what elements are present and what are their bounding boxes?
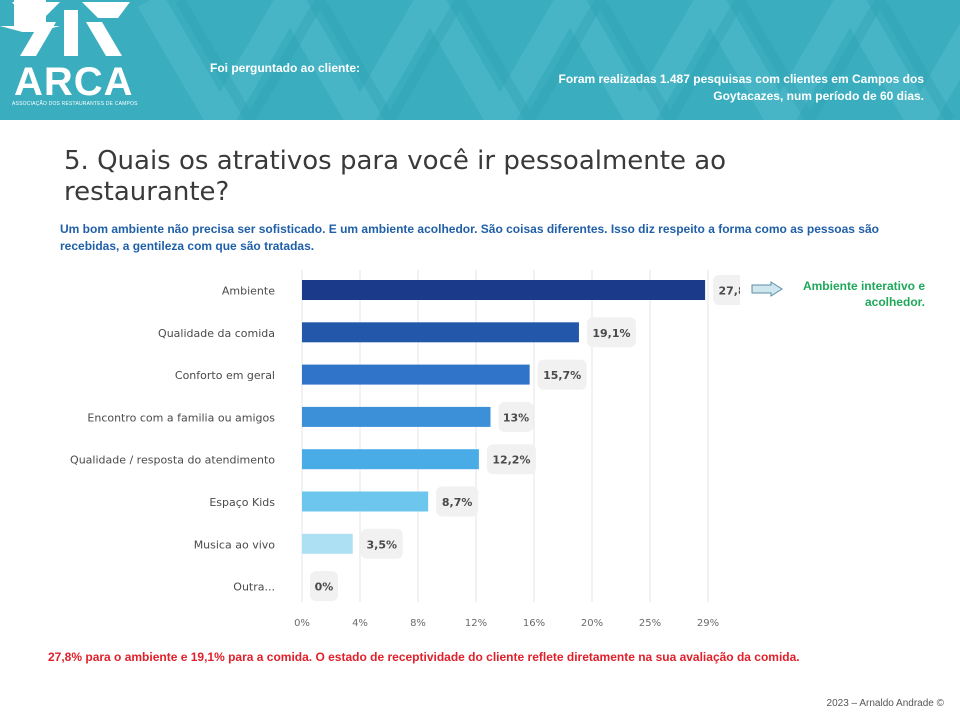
bar: [302, 449, 479, 470]
x-tick-label: 16%: [523, 618, 545, 629]
category-label: Ambiente: [222, 285, 275, 298]
annotation-text: Ambiente interativo e acolhedor.: [802, 279, 925, 309]
value-badge: [310, 571, 338, 602]
value-label: 13%: [503, 411, 529, 424]
value-badge: [486, 444, 536, 475]
arrow-right-icon: [751, 281, 783, 297]
banner-chevron-pattern: [137, 0, 960, 120]
category-label: Musica ao vivo: [194, 538, 276, 551]
x-tick-label: 25%: [639, 618, 661, 629]
bar: [302, 491, 429, 512]
category-label: Espaço Kids: [209, 496, 275, 509]
x-tick-label: 8%: [410, 618, 426, 629]
value-label: 19,1%: [592, 327, 630, 340]
value-badge: [586, 317, 636, 348]
value-label: 12,2%: [492, 454, 530, 467]
bar: [302, 533, 353, 554]
copyright: 2023 – Arnaldo Andrade ©: [826, 698, 944, 709]
header-banner: ARCA ASSOCIAÇÃO DOS RESTAURANTES DE CAMP…: [0, 0, 960, 120]
value-label: 8,7%: [442, 496, 473, 509]
logo-text: ARCA: [14, 60, 134, 104]
value-label: 27,8%: [719, 285, 740, 298]
intro-text: Um bom ambiente não precisa ser sofistic…: [60, 222, 879, 253]
value-label: 3,5%: [366, 538, 397, 551]
category-label: Conforto em geral: [175, 369, 275, 382]
value-badge: [360, 528, 403, 559]
asked-label: Foi perguntado ao cliente:: [210, 61, 361, 75]
x-tick-label: 12%: [465, 618, 487, 629]
x-tick-label: 4%: [352, 618, 368, 629]
bar: [302, 280, 706, 300]
value-badge: [713, 275, 740, 305]
arrow-down-icon: [0, 0, 60, 32]
category-label: Outra...: [233, 581, 275, 594]
value-label: 0%: [315, 581, 334, 594]
value-badge: [537, 359, 587, 390]
x-tick-label: 29%: [697, 618, 719, 629]
value-badge: [436, 486, 479, 517]
x-tick-label: 0%: [294, 618, 310, 629]
survey-info: Foram realizadas 1.487 pesquisas com cli…: [558, 72, 925, 103]
category-label: Encontro com a familia ou amigos: [87, 411, 275, 424]
bar: [302, 406, 491, 427]
bar-chart: Ambiente 27,8% Qualidade da comida 19,1% Con…: [70, 270, 740, 629]
bar: [302, 364, 530, 385]
category-label: Qualidade da comida: [158, 327, 275, 340]
x-tick-label: 20%: [581, 618, 603, 629]
value-badge: [498, 401, 534, 432]
bar: [302, 322, 579, 343]
logo-subtitle: ASSOCIAÇÃO DOS RESTAURANTES DE CAMPOS: [12, 101, 138, 107]
value-label: 15,7%: [543, 369, 581, 382]
page-title: 5. Quais os atrativos para você ir pesso…: [64, 146, 727, 207]
category-label: Qualidade / resposta do atendimento: [70, 454, 275, 467]
conclusion-text: 27,8% para o ambiente e 19,1% para a com…: [48, 650, 800, 664]
